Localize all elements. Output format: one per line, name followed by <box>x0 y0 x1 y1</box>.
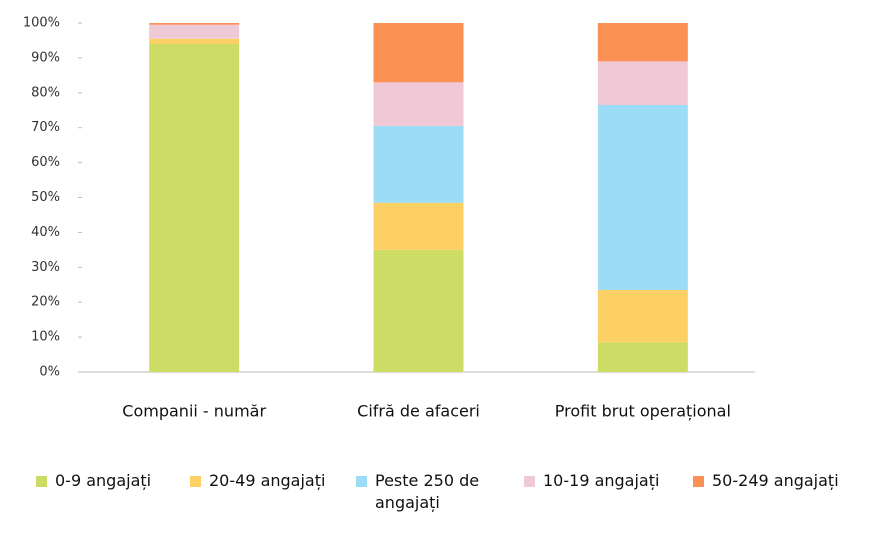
bar-segment <box>597 23 688 62</box>
bar-segment <box>373 82 464 126</box>
y-tick-label: 50% <box>31 190 60 205</box>
legend-item: Peste 250 de angajați <box>356 470 506 514</box>
bar-segment <box>373 202 464 250</box>
y-tick-label: 90% <box>31 50 60 65</box>
y-tick-label: 40% <box>31 225 60 240</box>
y-tick-label: 70% <box>31 120 60 135</box>
legend-swatch <box>356 476 367 487</box>
bar-segment <box>373 249 464 372</box>
legend-label: 50-249 angajați <box>712 471 839 490</box>
y-tick-label: 20% <box>31 295 60 310</box>
legend-swatch <box>524 476 535 487</box>
legend-label: Peste 250 de angajați <box>375 471 480 512</box>
y-tick-label: 10% <box>31 330 60 345</box>
x-tick-label: Cifră de afaceri <box>357 402 480 421</box>
bar-segment <box>149 38 240 44</box>
bar-segment <box>149 43 240 372</box>
legend-item: 20-49 angajați <box>190 470 370 492</box>
bar-segment <box>597 61 688 106</box>
y-tick-label: 80% <box>31 85 60 100</box>
bar-segment <box>373 125 464 203</box>
bar-segment <box>373 23 464 83</box>
legend-label: 0-9 angajați <box>55 471 152 490</box>
x-tick-label: Profit brut operațional <box>555 402 731 421</box>
chart: 0% 10% 20% 30% 40% 50% 60% 70% 80% 90% 100% Compani… <box>23 16 755 421</box>
bar-segment <box>597 342 688 372</box>
legend-label: 10-19 angajați <box>543 471 660 490</box>
x-tick-label: Companii - număr <box>122 402 266 421</box>
legend-item: 50-249 angajați <box>693 470 883 492</box>
bar-segment <box>149 24 240 39</box>
legend-swatch <box>36 476 47 487</box>
y-tick-label: 60% <box>31 155 60 170</box>
legend-item: 0-9 angajați <box>36 470 176 492</box>
bar-segment <box>149 23 240 25</box>
legend-item: 10-19 angajați <box>524 470 694 492</box>
bar-segment <box>597 105 688 290</box>
legend-swatch <box>190 476 201 487</box>
y-tick-label: 100% <box>23 16 60 31</box>
legend-label: 20-49 angajați <box>209 471 326 490</box>
y-tick-label: 0% <box>39 365 60 380</box>
legend: 0-9 angajați 20-49 angajați Peste 250 de a… <box>0 470 886 530</box>
y-tick-label: 30% <box>31 260 60 275</box>
bar-segment <box>597 289 688 343</box>
legend-swatch <box>693 476 704 487</box>
